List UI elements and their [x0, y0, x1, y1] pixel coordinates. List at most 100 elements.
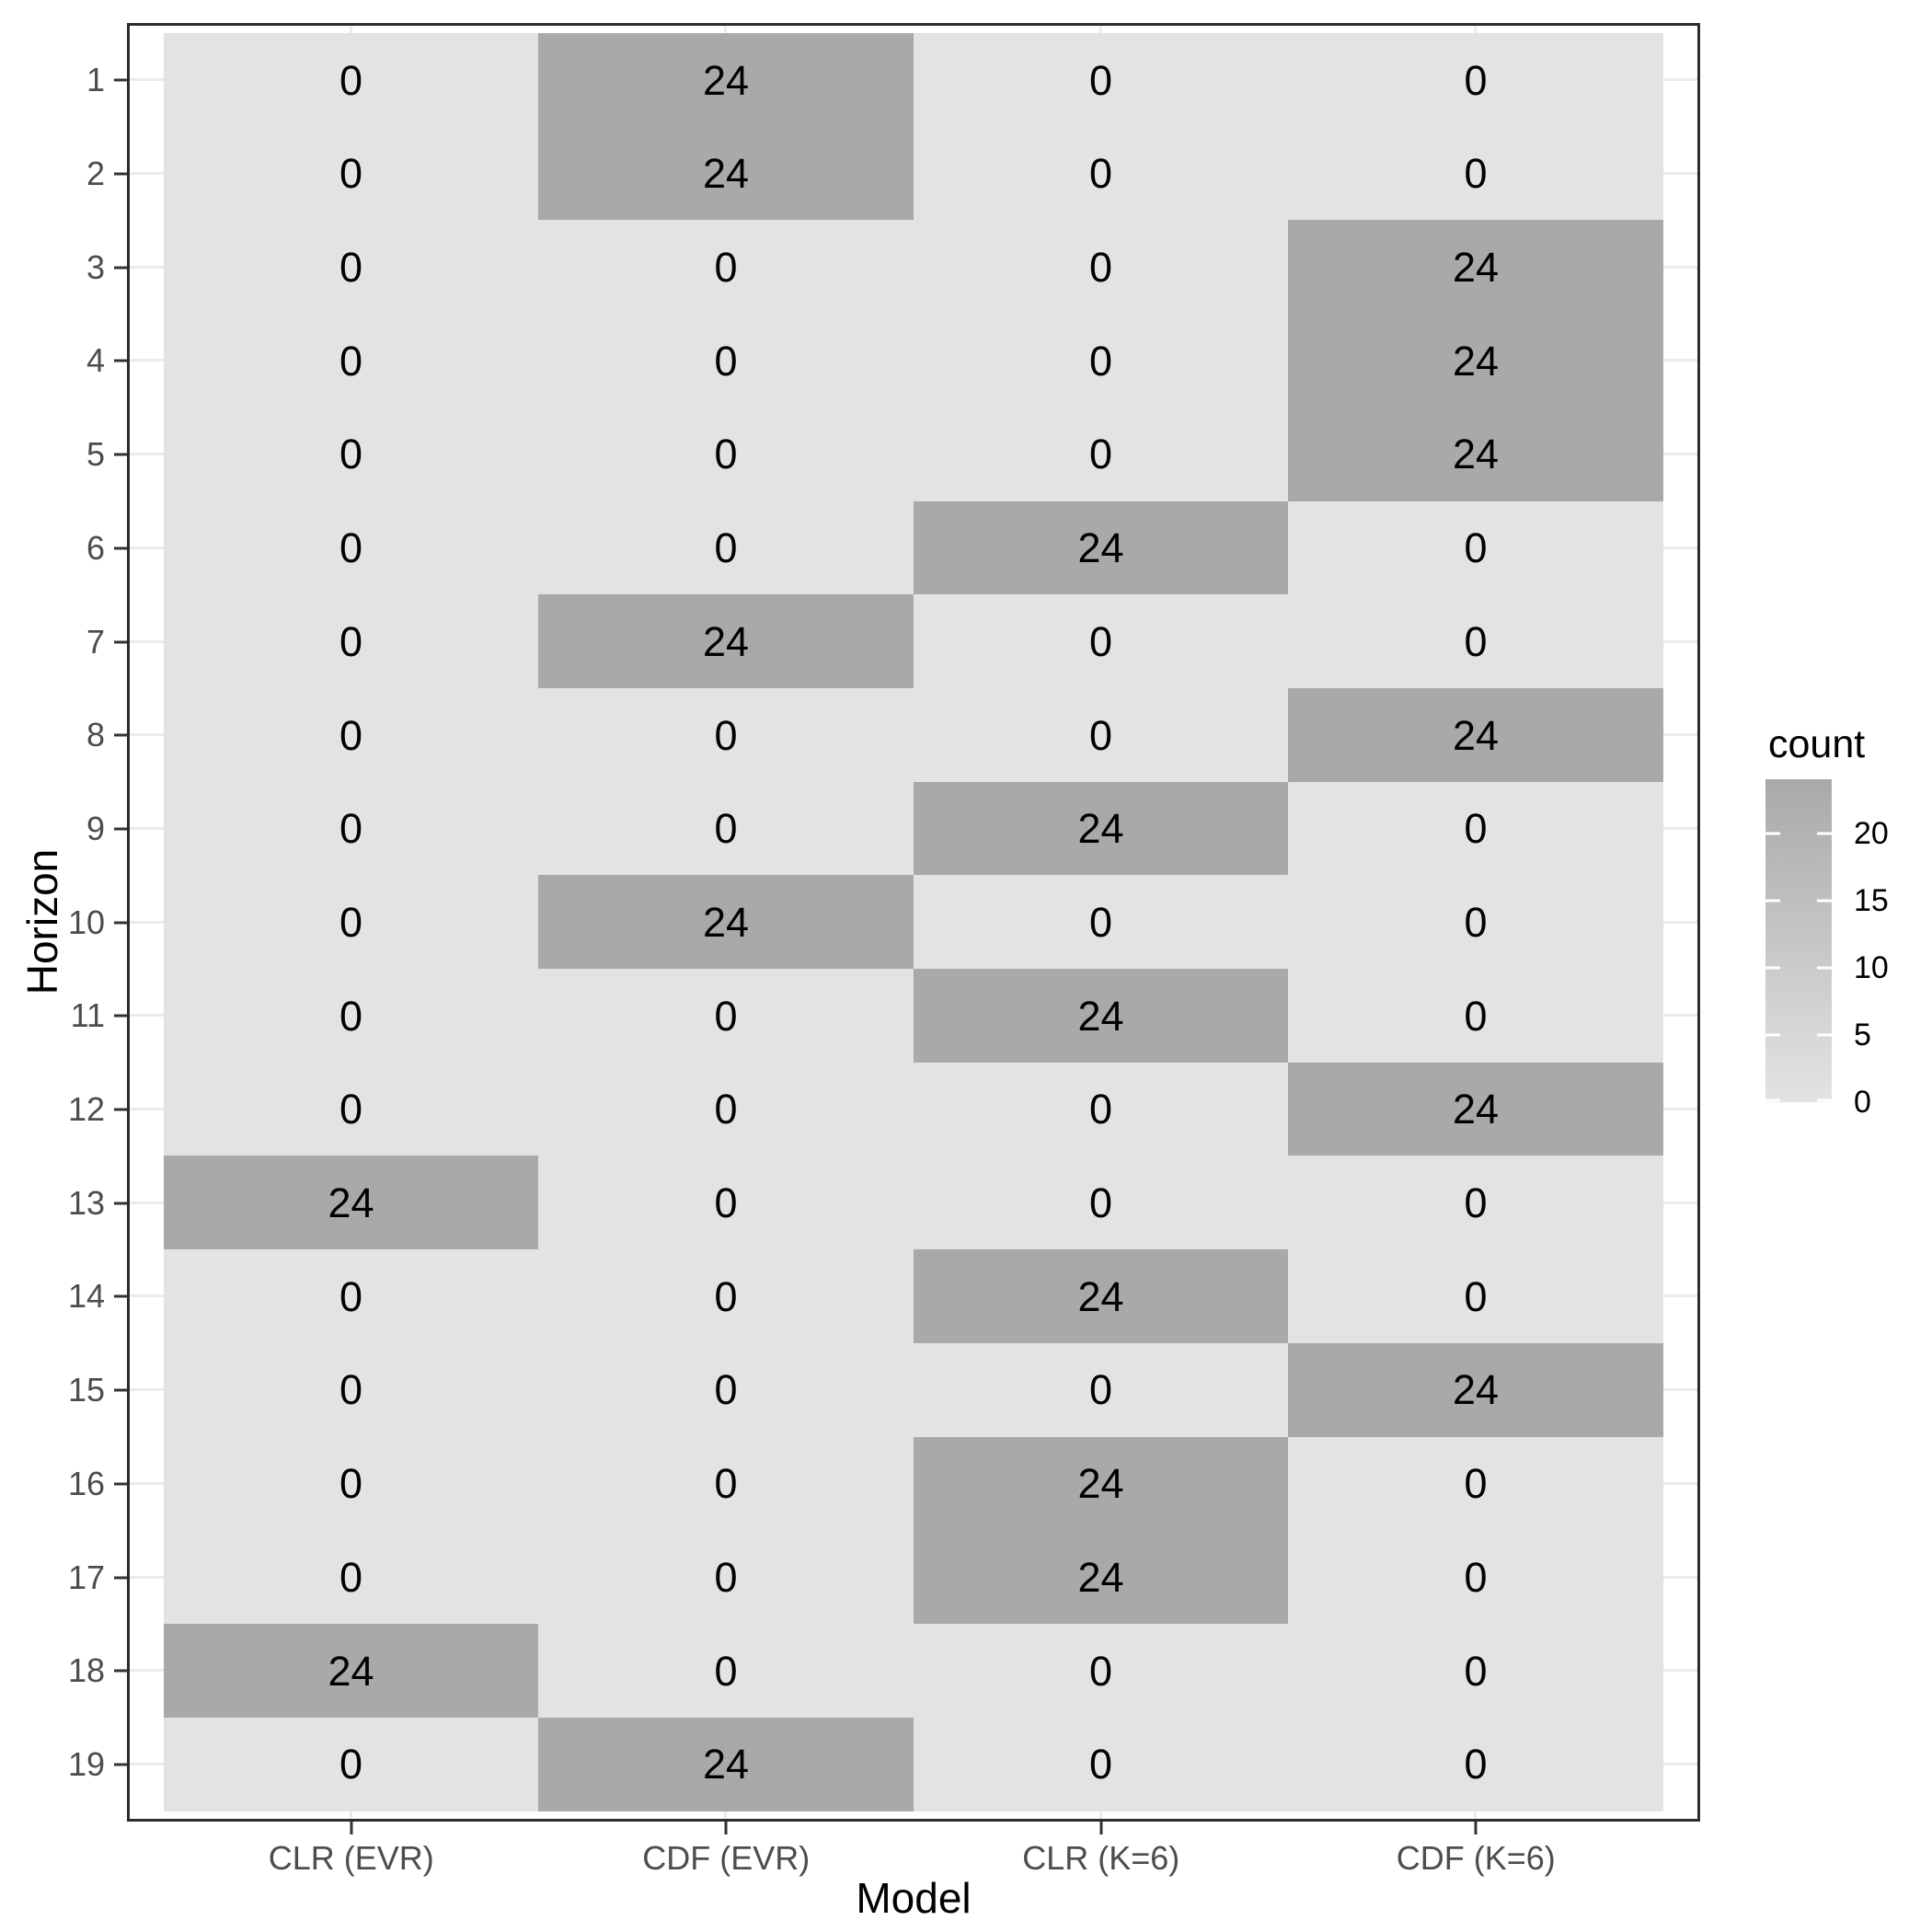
- cell-value: 0: [1089, 337, 1113, 385]
- heatmap-cell: 0: [1288, 33, 1664, 128]
- legend-tick-dash: [1817, 832, 1832, 834]
- heatmap-cell: 0: [163, 126, 539, 221]
- cell-value: 0: [1089, 898, 1113, 946]
- heatmap-cell: 24: [1288, 314, 1664, 408]
- y-tick-label: 7: [86, 622, 105, 661]
- heatmap-cell: 0: [163, 1249, 539, 1344]
- y-axis-title: Horizon: [18, 848, 66, 995]
- heatmap-cell: 0: [163, 220, 539, 315]
- heatmap-cell: 0: [913, 407, 1289, 502]
- y-tick-mark: [114, 921, 127, 925]
- x-tick-mark: [724, 1822, 728, 1834]
- x-tick-label: CDF (EVR): [642, 1839, 811, 1877]
- y-tick-label: 19: [67, 1744, 105, 1783]
- cell-value: 0: [714, 337, 738, 385]
- y-tick-mark: [114, 1202, 127, 1205]
- cell-value: 0: [1089, 711, 1113, 759]
- cell-value: 0: [1089, 431, 1113, 478]
- heatmap-cell: 0: [913, 126, 1289, 221]
- heatmap-cell: 24: [913, 1530, 1289, 1625]
- cell-value: 0: [714, 805, 738, 853]
- y-tick-label: 17: [67, 1558, 105, 1596]
- heatmap-cell: 0: [1288, 1530, 1664, 1625]
- cell-value: 24: [703, 898, 750, 946]
- heatmap-cell: 0: [913, 33, 1289, 128]
- heatmap-cell: 24: [538, 126, 914, 221]
- legend-tick-dash: [1765, 966, 1780, 970]
- heatmap-cell: 0: [1288, 969, 1664, 1064]
- y-tick-label: 8: [86, 716, 105, 754]
- heatmap-cell: 0: [1288, 126, 1664, 221]
- cell-value: 0: [339, 244, 363, 292]
- cell-value: 24: [1453, 431, 1500, 478]
- cell-value: 0: [1089, 244, 1113, 292]
- heatmap-cell: 0: [1288, 1623, 1664, 1719]
- heatmap-cell: 24: [538, 1717, 914, 1811]
- legend-tick-dash: [1765, 899, 1780, 903]
- cell-value: 0: [339, 1460, 363, 1508]
- heatmap-cell: 24: [538, 33, 914, 128]
- legend-tick-dash: [1765, 832, 1780, 834]
- cell-value: 0: [714, 1366, 738, 1414]
- cell-value: 0: [339, 1366, 363, 1414]
- heatmap-cell: 24: [913, 969, 1289, 1064]
- heatmap-cell: 0: [163, 314, 539, 408]
- y-tick-label: 10: [67, 903, 105, 941]
- cell-value: 24: [1453, 337, 1500, 385]
- heatmap-cell: 0: [538, 500, 914, 595]
- heatmap-cell: 0: [538, 1623, 914, 1719]
- heatmap-cell: 24: [913, 1249, 1289, 1344]
- heatmap-cell: 0: [1288, 1436, 1664, 1531]
- cell-value: 0: [339, 805, 363, 853]
- cell-value: 0: [1464, 805, 1488, 853]
- cell-value: 0: [1089, 56, 1113, 104]
- cell-value: 0: [1464, 1553, 1488, 1601]
- heatmap-cell: 0: [1288, 594, 1664, 689]
- heatmap-cell: 0: [913, 220, 1289, 315]
- heatmap-cell: 0: [538, 1156, 914, 1250]
- y-tick-mark: [114, 453, 127, 456]
- heatmap-cell: 24: [538, 875, 914, 970]
- cell-value: 24: [328, 1179, 374, 1227]
- heatmap-cell: 0: [913, 875, 1289, 970]
- heatmap-cell: 0: [538, 1062, 914, 1156]
- y-tick-mark: [114, 1388, 127, 1392]
- heatmap-cell: 0: [163, 594, 539, 689]
- cell-value: 0: [1464, 1460, 1488, 1508]
- x-tick-label: CLR (EVR): [268, 1839, 434, 1877]
- x-tick-mark: [350, 1822, 353, 1834]
- y-tick-mark: [114, 78, 127, 82]
- heatmap-cell: 24: [1288, 1062, 1664, 1156]
- cell-value: 0: [714, 711, 738, 759]
- cell-value: 0: [1089, 1086, 1113, 1133]
- heatmap-cell: 0: [538, 314, 914, 408]
- cell-value: 0: [1464, 56, 1488, 104]
- cell-value: 0: [1089, 617, 1113, 665]
- cell-value: 0: [1089, 1366, 1113, 1414]
- heatmap-cell: 0: [538, 220, 914, 315]
- cell-value: 0: [1089, 1647, 1113, 1695]
- heatmap-cell: 0: [913, 1342, 1289, 1438]
- heatmap-cell: 0: [163, 1062, 539, 1156]
- heatmap-cell: 24: [913, 1436, 1289, 1531]
- cell-value: 0: [714, 1553, 738, 1601]
- y-tick-label: 5: [86, 435, 105, 474]
- cell-value: 0: [714, 1272, 738, 1320]
- heatmap-cell: 0: [913, 1156, 1289, 1250]
- cell-value: 24: [703, 617, 750, 665]
- cell-value: 0: [339, 898, 363, 946]
- cell-value: 0: [339, 617, 363, 665]
- cell-value: 24: [1077, 1553, 1124, 1601]
- cell-value: 24: [1077, 524, 1124, 572]
- heatmap-cell: 24: [163, 1156, 539, 1250]
- heatmap-cell: 0: [913, 1623, 1289, 1719]
- y-tick-mark: [114, 172, 127, 176]
- cell-value: 0: [1089, 1179, 1113, 1227]
- legend-tick-label: 10: [1854, 949, 1889, 985]
- heatmap-cell: 0: [1288, 781, 1664, 876]
- plot-panel: 0 24 0 0 0 24 0 0 0 0 0 24 0 0 0 24 0 0 0 24 0 0 24 0 0 24 0 0 0 0 0 24…: [127, 23, 1700, 1822]
- y-tick-label: 4: [86, 341, 105, 380]
- y-tick-mark: [114, 827, 127, 831]
- y-tick-label: 3: [86, 247, 105, 286]
- heatmap-cell: 24: [913, 500, 1289, 595]
